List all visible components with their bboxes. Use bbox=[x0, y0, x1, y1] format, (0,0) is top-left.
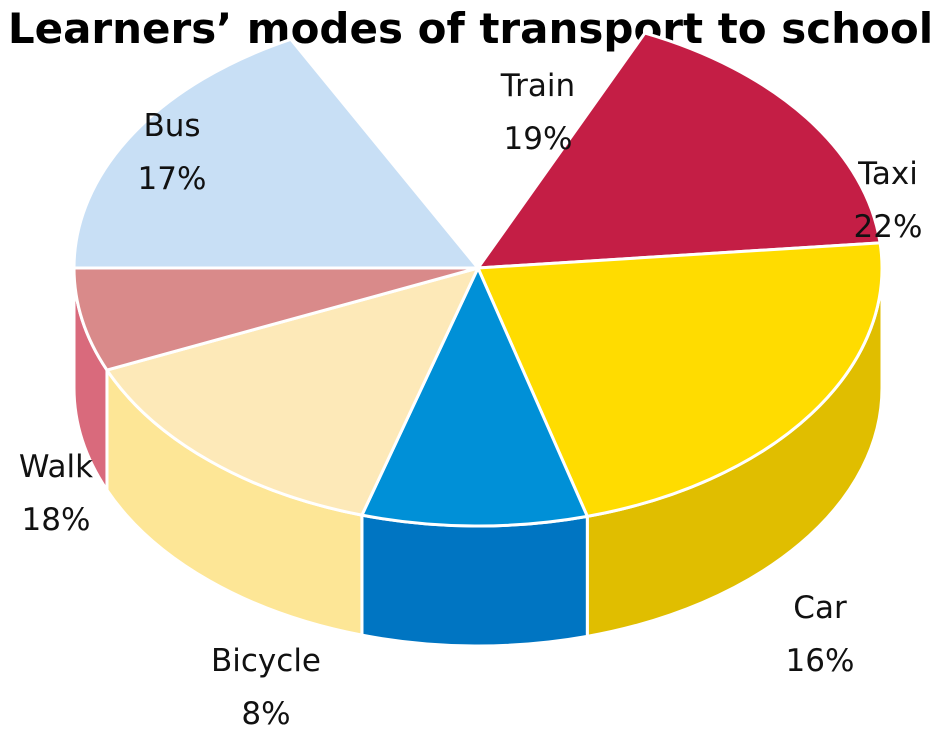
pie-sides bbox=[72, 266, 884, 648]
slice-value-car: 16% bbox=[786, 643, 855, 679]
slice-label-walk: Walk bbox=[19, 449, 93, 485]
pie-slices bbox=[72, 31, 884, 528]
pie-labels: Train 19% Taxi 22% Car 16% Bicycle 8% Walk 18% Bus… bbox=[19, 68, 923, 732]
slice-label-car: Car bbox=[793, 590, 847, 626]
slice-value-taxi: 22% bbox=[854, 209, 923, 245]
pie-slice-bicycle bbox=[105, 266, 480, 517]
slice-label-bicycle: Bicycle bbox=[211, 643, 321, 679]
pie-slice-train bbox=[476, 31, 882, 270]
slice-value-train: 19% bbox=[504, 121, 573, 157]
slice-value-bus: 17% bbox=[138, 161, 207, 197]
pie-slice-car bbox=[360, 266, 589, 528]
pie-slice-walk bbox=[72, 266, 480, 372]
pie-side-car bbox=[360, 513, 589, 648]
slice-label-taxi: Taxi bbox=[857, 156, 918, 192]
slice-value-walk: 18% bbox=[22, 502, 91, 538]
slice-value-bicycle: 8% bbox=[241, 696, 290, 732]
slice-label-bus: Bus bbox=[143, 108, 200, 144]
pie-slice-taxi bbox=[476, 241, 884, 518]
slice-label-train: Train bbox=[500, 68, 575, 104]
chart-title: Learners’ modes of transport to school bbox=[7, 4, 934, 53]
pie-slice-bus bbox=[72, 37, 480, 270]
